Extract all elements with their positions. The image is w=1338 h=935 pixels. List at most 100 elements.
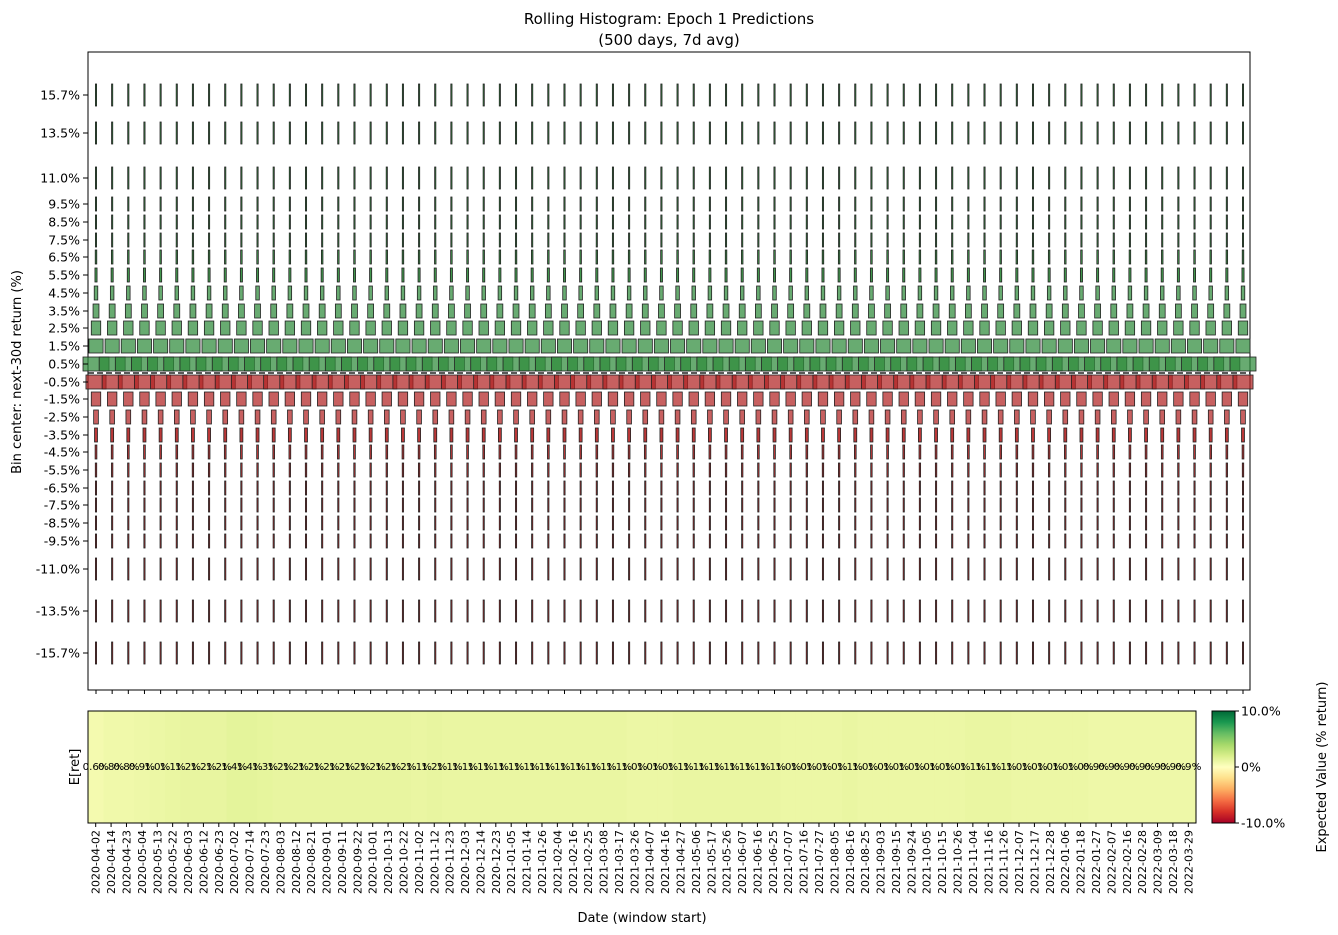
histogram-bar	[854, 599, 857, 623]
histogram-bar	[1225, 196, 1228, 212]
histogram-bar	[1225, 249, 1229, 265]
y-tick-label: -6.5%	[44, 481, 80, 496]
histogram-bar	[321, 497, 324, 513]
histogram-bar	[886, 515, 889, 531]
histogram-bar	[563, 214, 566, 230]
histogram-bar	[1177, 599, 1180, 623]
histogram-bar	[1177, 444, 1180, 460]
histogram-bar	[466, 166, 469, 190]
histogram-bar	[543, 391, 554, 407]
histogram-bar	[223, 285, 228, 301]
histogram-bar	[644, 599, 647, 623]
histogram-bar	[934, 444, 938, 460]
histogram-bar	[821, 166, 824, 190]
histogram-bar	[478, 320, 489, 336]
heatmap-cell	[1042, 711, 1058, 823]
histogram-bar	[1242, 196, 1245, 212]
histogram-bar	[334, 303, 342, 319]
x-tick-label: 2020-05-22	[167, 830, 180, 894]
histogram-bar	[353, 480, 356, 496]
histogram-bar	[1079, 285, 1084, 301]
histogram-bar	[1158, 303, 1166, 319]
histogram-bar	[757, 497, 760, 513]
histogram-bar	[531, 515, 534, 531]
histogram-bar	[1048, 196, 1051, 212]
x-tick-label: 2020-04-02	[90, 830, 103, 894]
histogram-bar	[1193, 599, 1196, 623]
histogram-bar	[1193, 249, 1196, 265]
histogram-bar	[282, 338, 298, 354]
histogram-bar	[772, 285, 777, 301]
histogram-bar	[543, 320, 554, 336]
histogram-bar	[466, 515, 469, 531]
histogram-bar	[547, 121, 550, 145]
histogram-bar	[902, 214, 905, 230]
histogram-bar	[450, 196, 453, 212]
histogram-bar	[369, 599, 372, 623]
histogram-bar	[951, 196, 954, 212]
histogram-bar	[951, 515, 954, 531]
histogram-bar	[190, 285, 196, 301]
histogram-bar	[266, 338, 282, 354]
histogram-bar	[1126, 303, 1134, 319]
heatmap-value-label: 1.4%	[237, 762, 263, 773]
histogram-bar	[918, 641, 921, 665]
x-tick-label: 2021-03-08	[598, 830, 611, 894]
histogram-bar	[885, 285, 890, 301]
histogram-bar	[305, 599, 308, 623]
histogram-bar	[757, 533, 760, 549]
histogram-bar	[143, 166, 146, 190]
histogram-bar	[143, 462, 146, 478]
histogram-bar	[1128, 557, 1131, 581]
histogram-bar	[498, 83, 501, 107]
histogram-bar	[628, 214, 631, 230]
histogram-bar	[1242, 166, 1245, 190]
histogram-bar	[353, 599, 356, 623]
histogram-bar	[288, 267, 292, 283]
histogram-bar	[1060, 391, 1071, 407]
histogram-bar	[191, 214, 194, 230]
histogram-bar	[870, 444, 873, 460]
histogram-bar	[1011, 320, 1022, 336]
histogram-bar	[1031, 462, 1035, 478]
histogram-bar	[1080, 515, 1083, 531]
heatmap-cell	[718, 711, 735, 823]
histogram-bar	[530, 427, 535, 443]
histogram-bar	[640, 391, 651, 407]
histogram-bar	[1207, 409, 1214, 425]
x-tick-label: 2020-04-23	[120, 830, 133, 894]
histogram-bar	[579, 166, 582, 190]
histogram-bar	[524, 338, 540, 354]
histogram-bar	[515, 480, 518, 496]
histogram-bar	[530, 267, 534, 283]
histogram-bar	[1193, 166, 1196, 190]
histogram-bar	[321, 166, 324, 190]
histogram-bar	[1144, 444, 1148, 460]
histogram-bar	[757, 480, 760, 496]
histogram-bar	[1160, 427, 1165, 443]
histogram-bar	[741, 462, 744, 478]
histogram-bar	[482, 497, 485, 513]
histogram-bar	[417, 462, 421, 478]
histogram-bar	[734, 338, 750, 354]
histogram-bar	[111, 497, 114, 513]
histogram-bar	[838, 196, 841, 212]
heatmap-cell	[1180, 711, 1197, 823]
heatmap-value-label: 0.9%	[129, 762, 155, 773]
histogram-bar	[224, 462, 227, 478]
histogram-bar	[383, 303, 391, 319]
histogram-bar	[788, 285, 793, 301]
histogram-bar	[738, 303, 746, 319]
histogram-bar	[625, 303, 633, 319]
histogram-bar	[967, 533, 970, 549]
histogram-bar	[1080, 249, 1083, 265]
histogram-bar	[611, 497, 614, 513]
histogram-bar	[337, 166, 340, 190]
histogram-bar	[995, 320, 1006, 336]
histogram-bar	[805, 232, 808, 248]
histogram-bar	[1112, 83, 1115, 107]
histogram-bar	[983, 557, 986, 581]
histogram-bar	[611, 480, 614, 496]
histogram-bar	[272, 641, 275, 665]
histogram-bar	[918, 249, 922, 265]
